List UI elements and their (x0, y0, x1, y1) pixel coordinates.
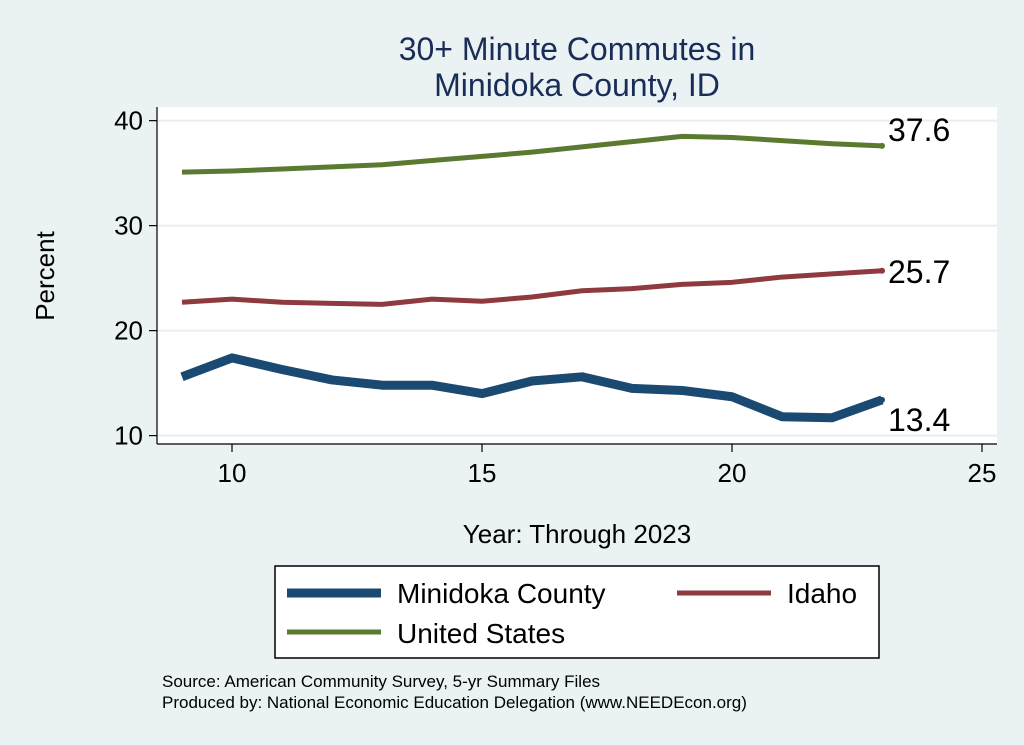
series-end-marker (879, 142, 885, 149)
end-value-label: 37.6 (888, 112, 950, 148)
y-tick-label: 40 (114, 106, 143, 136)
legend-label-idaho: Idaho (787, 578, 857, 609)
axes: 10 20 30 40 10 15 20 25 (114, 106, 997, 488)
series-end-marker (879, 267, 885, 274)
legend-label-united-states: United States (397, 618, 565, 649)
series-line-idaho (181, 268, 883, 307)
chart-title-line-2: Minidoka County, ID (434, 67, 720, 103)
producer-note: Produced by: National Economic Education… (162, 693, 747, 712)
series-line-minidoka-county (180, 353, 884, 423)
end-value-label: 25.7 (888, 254, 950, 290)
y-tick-label: 10 (114, 421, 143, 451)
end-value-label: 13.4 (888, 402, 950, 438)
y-axis-title: Percent (30, 230, 60, 320)
y-tick-label: 30 (114, 211, 143, 241)
x-tick-label: 25 (968, 458, 997, 488)
legend-box (274, 565, 880, 659)
x-tick-label: 20 (718, 458, 747, 488)
series-lines (180, 133, 885, 423)
series-line-united-states (181, 133, 883, 175)
y-tick-label: 20 (114, 316, 143, 346)
legend: Minidoka County Idaho United States (274, 565, 880, 659)
x-tick-label: 15 (468, 458, 497, 488)
legend-label-minidoka: Minidoka County (397, 578, 606, 609)
end-labels: 13.4 25.7 37.6 (888, 112, 950, 438)
gridlines (157, 119, 997, 437)
plot-area (157, 107, 997, 444)
source-note: Source: American Community Survey, 5-yr … (162, 672, 600, 691)
x-tick-label: 10 (218, 458, 247, 488)
series-end-marker (879, 396, 885, 403)
x-axis-title: Year: Through 2023 (463, 519, 691, 549)
chart-title-line-1: 30+ Minute Commutes in (399, 31, 756, 67)
